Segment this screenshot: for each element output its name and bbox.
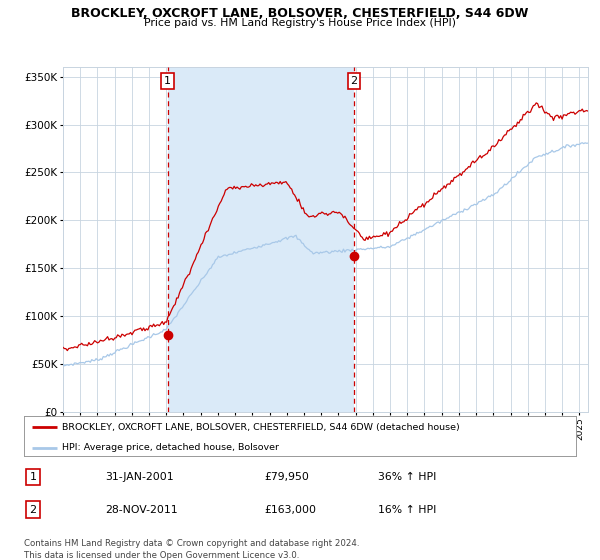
Text: 2: 2 (350, 76, 358, 86)
Text: Price paid vs. HM Land Registry's House Price Index (HPI): Price paid vs. HM Land Registry's House … (144, 18, 456, 28)
Text: 36% ↑ HPI: 36% ↑ HPI (378, 472, 436, 482)
Text: £79,950: £79,950 (264, 472, 309, 482)
Text: 28-NOV-2011: 28-NOV-2011 (105, 505, 178, 515)
Bar (167, 67, 354, 412)
Text: 2: 2 (29, 505, 37, 515)
Text: Contains HM Land Registry data © Crown copyright and database right 2024.
This d: Contains HM Land Registry data © Crown c… (24, 539, 359, 559)
Text: 1: 1 (29, 472, 37, 482)
Text: 16% ↑ HPI: 16% ↑ HPI (378, 505, 436, 515)
Text: BROCKLEY, OXCROFT LANE, BOLSOVER, CHESTERFIELD, S44 6DW (detached house): BROCKLEY, OXCROFT LANE, BOLSOVER, CHESTE… (62, 423, 459, 432)
Text: £163,000: £163,000 (264, 505, 316, 515)
Text: BROCKLEY, OXCROFT LANE, BOLSOVER, CHESTERFIELD, S44 6DW: BROCKLEY, OXCROFT LANE, BOLSOVER, CHESTE… (71, 7, 529, 20)
Text: 31-JAN-2001: 31-JAN-2001 (105, 472, 173, 482)
Text: HPI: Average price, detached house, Bolsover: HPI: Average price, detached house, Bols… (62, 443, 278, 452)
Text: 1: 1 (164, 76, 171, 86)
